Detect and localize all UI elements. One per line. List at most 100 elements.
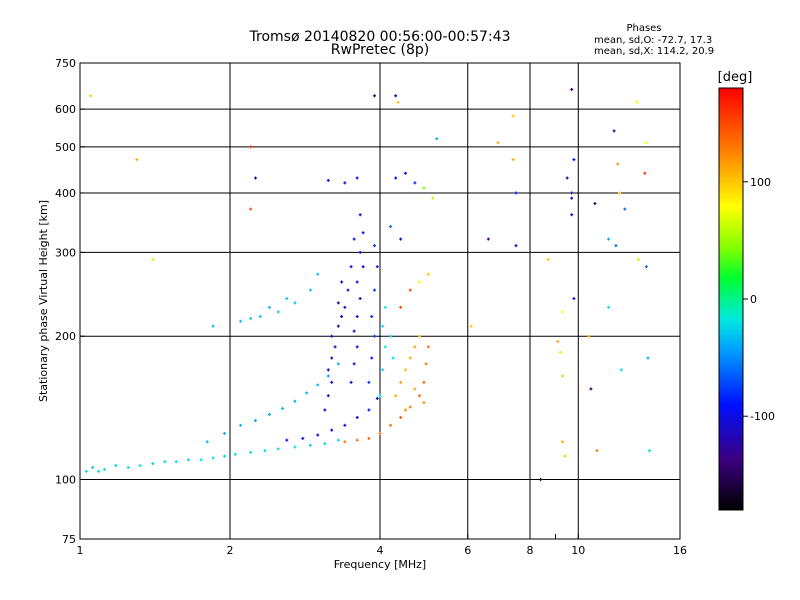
data-point [389,334,393,338]
data-point [572,297,576,301]
data-point [426,272,430,276]
data-point [422,186,426,190]
data-point [426,345,430,349]
data-point [349,265,353,269]
data-point [267,305,271,309]
data-point [561,374,565,378]
data-point [623,207,627,211]
data-point [84,469,88,473]
data-point [570,191,574,195]
colorbar-tick-label: 0 [750,293,757,306]
data-point [239,319,243,323]
data-point [396,100,400,104]
data-point [370,356,374,360]
data-point [403,171,407,175]
data-point [336,324,340,328]
data-point [399,237,403,241]
data-point [355,176,359,180]
data-point [422,380,426,384]
data-point [556,339,560,343]
data-point [496,141,500,145]
colorbar-ticks: 100 0 -100 [743,176,775,423]
data-point [253,419,257,423]
stats-title: Phases [626,23,661,34]
data-point [424,362,428,366]
data-point [565,176,569,180]
data-point [340,315,344,319]
data-point [403,368,407,372]
data-point [355,315,359,319]
data-point [589,387,593,391]
data-point [417,394,421,398]
data-point [373,94,377,98]
data-point [316,433,320,437]
data-point [361,231,365,235]
stats-x-mode: mean, sd,X: 114.2, 20.9 [594,46,714,57]
data-point [381,368,385,372]
data-point [276,310,280,314]
data-point [381,324,385,328]
data-point [375,265,379,269]
data-point [233,452,237,456]
data-point [469,324,473,328]
data-point [486,237,490,241]
data-point [285,438,289,442]
data-point [326,178,330,182]
data-point [561,310,565,314]
data-point [239,423,243,427]
colorbar-unit-label: [deg] [718,70,753,85]
data-point [293,445,297,449]
data-point [413,345,417,349]
data-point [389,423,393,427]
data-point [373,334,377,338]
data-point [593,202,597,206]
data-point [646,356,650,360]
data-point [619,368,623,372]
data-point [570,196,574,200]
data-point [308,288,312,292]
data-point [408,405,412,409]
data-point [258,315,262,319]
data-point [267,412,271,416]
data-point [263,449,267,453]
plot-area: 1 2 4 6 8 10 16 75 100 200 300 400 500 600 750 [55,57,687,557]
colorbar-tick-label: 100 [750,176,771,189]
data-point [135,158,139,162]
data-point [211,456,215,460]
data-point [323,408,327,412]
data-point [336,301,340,305]
data-point [330,356,334,360]
data-point [616,162,620,166]
data-point [361,265,365,269]
data-point [399,380,403,384]
data-point [114,464,118,468]
data-point [570,213,574,217]
data-point [391,356,395,360]
data-point [97,469,101,473]
data-point [383,305,387,309]
data-point [408,288,412,292]
data-point [305,391,309,395]
data-point [355,280,359,284]
data-point [561,440,565,444]
data-point [323,442,327,446]
data-point [378,431,382,435]
data-point [394,394,398,398]
x-tick-label: 10 [571,544,585,557]
data-point [399,415,403,419]
data-point [249,207,253,211]
data-point [352,362,356,366]
data-point [253,176,257,180]
x-tick-label: 16 [673,544,687,557]
colorbar-tick-label: -100 [750,410,775,423]
x-axis-label: Frequency [MHz] [334,558,426,571]
data-point [636,257,640,261]
data-point [174,460,178,464]
data-point [367,380,371,384]
data-point [644,265,648,269]
y-axis-label: Stationary phase Virtual Height [km] [37,200,50,402]
data-point [614,244,618,248]
phase-colorbar: [deg] 100 0 -100 [718,70,775,511]
y-tick-label: 75 [62,533,76,546]
